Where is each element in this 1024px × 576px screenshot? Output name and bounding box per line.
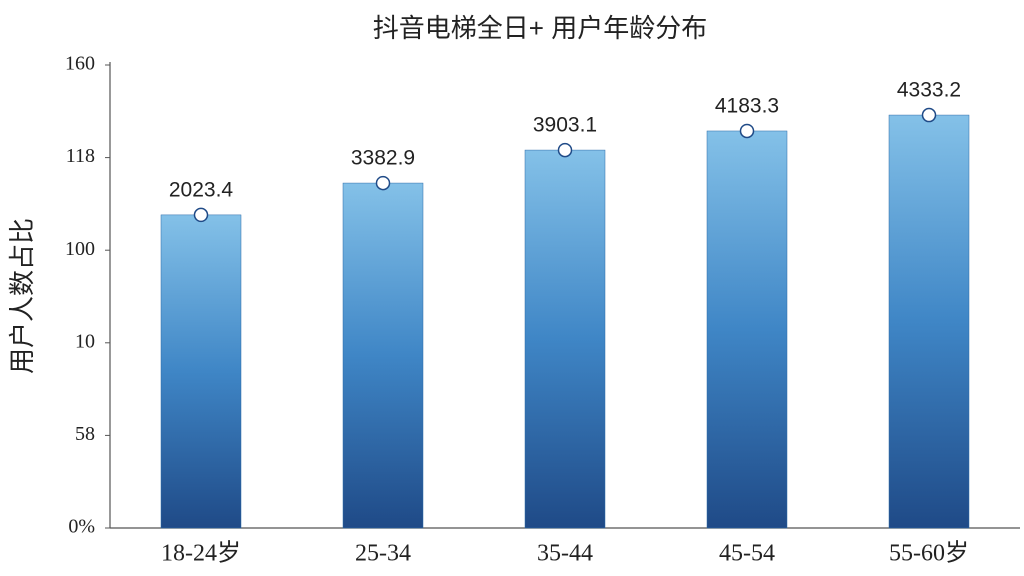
value-label: 3903.1	[533, 114, 597, 137]
bar-marker	[375, 175, 391, 191]
y-axis-label: 用户人数占比	[7, 218, 37, 374]
y-tick-label: 10	[75, 330, 95, 352]
bar	[524, 149, 606, 529]
value-label: 4183.3	[715, 95, 779, 118]
y-tick-label: 118	[66, 145, 95, 167]
bar	[888, 114, 970, 529]
chart-title: 抖音电梯全日+ 用户年龄分布	[373, 13, 707, 43]
value-label: 2023.4	[169, 178, 234, 201]
bar-marker	[557, 142, 573, 158]
y-tick-label: 0%	[68, 516, 95, 538]
x-tick-label: 55-60岁	[889, 540, 969, 567]
y-tick-label: 58	[75, 423, 95, 445]
bar	[160, 214, 242, 529]
x-tick-label: 25-34	[355, 541, 411, 567]
bar-marker	[193, 207, 209, 223]
x-tick-label: 45-54	[719, 541, 775, 567]
bar-marker	[921, 107, 937, 123]
value-label: 3382.9	[351, 147, 415, 170]
y-tick-label: 160	[65, 53, 95, 75]
value-label: 4333.2	[897, 79, 961, 102]
bar-marker	[739, 123, 755, 139]
x-tick-label: 35-44	[537, 541, 593, 567]
bar	[342, 182, 424, 529]
bar	[706, 130, 788, 529]
x-tick-label: 18-24岁	[161, 540, 241, 567]
y-tick-label: 100	[65, 238, 95, 260]
